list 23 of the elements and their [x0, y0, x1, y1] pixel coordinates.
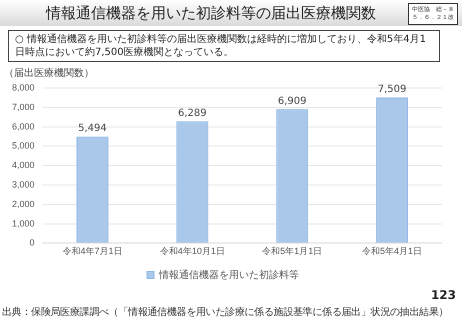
y-axis-title: （届出医療機関数）: [4, 66, 94, 80]
y-tick-label: 2,000: [12, 198, 35, 209]
data-label: 7,509: [378, 84, 406, 96]
data-label: 6,909: [278, 96, 307, 107]
x-tick-label: 令和4年10月1日: [160, 246, 225, 256]
y-tick-label: 3,000: [12, 179, 35, 190]
chart-title: 情報通信機器を用いた初診料等の届出医療機関数: [46, 4, 376, 22]
x-tick-label: 令和4年7月1日: [62, 246, 122, 256]
text: 123: [430, 288, 456, 302]
y-tick-label: 6,000: [12, 121, 35, 132]
source-note: 出典：保険局医療課調べ（「情報通信機器を用いた診療に係る施設基準に係る届出」状況の抽出結果）: [2, 306, 448, 319]
data-label: 5,494: [78, 123, 107, 134]
legend-label: 情報通信機器を用いた初診料等: [158, 268, 299, 281]
y-tick-label: 1,000: [12, 218, 35, 228]
text: ○ 情報通信機器を用いた初診料等の届出医療機関数は経時的に増加しており、令和5年4月1日時点において約7,500医療機関となっている。: [8, 30, 440, 62]
y-tick-label: 7,000: [12, 102, 35, 112]
y-tick-label: 8,000: [12, 82, 35, 92]
x-tick-label: 令和5年4月1日: [362, 246, 422, 256]
y-tick-label: 4,000: [12, 160, 35, 170]
y-tick-label: 0: [30, 238, 35, 248]
x-tick-label: 令和5年1月1日: [262, 246, 322, 256]
y-tick-label: 5,000: [12, 140, 35, 151]
data-label: 6,289: [178, 108, 207, 119]
